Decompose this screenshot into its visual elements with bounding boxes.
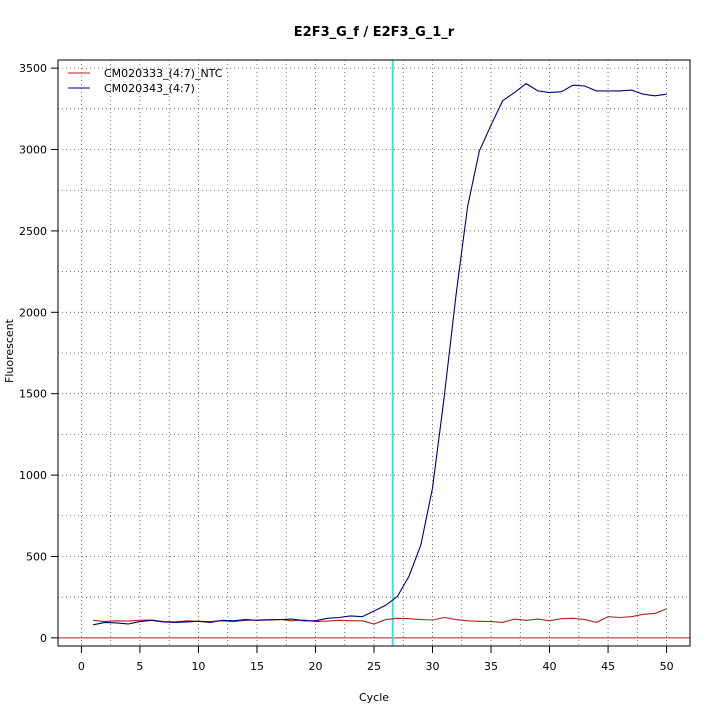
series-line-2 (92, 82, 667, 626)
x-tick-label: 35 (484, 660, 498, 673)
y-tick-label: 1000 (19, 469, 47, 482)
x-tick-label: 45 (601, 660, 615, 673)
y-tick-label: 3500 (19, 62, 47, 75)
y-tick-label: 500 (26, 550, 47, 563)
x-tick-label: 40 (543, 660, 557, 673)
chart-title: E2F3_G_f / E2F3_G_1_r (294, 25, 455, 40)
y-axis-label: Fluorescent (3, 318, 16, 383)
grid (58, 60, 690, 646)
y-tick-label: 1500 (19, 388, 47, 401)
legend-label-2: CM020343_(4:7) (104, 82, 195, 95)
y-tick-label: 0 (40, 632, 47, 645)
y-tick-label: 2500 (19, 225, 47, 238)
x-tick-label: 50 (660, 660, 674, 673)
legend: CM020333_(4:7)_NTC CM020343_(4:7) (68, 67, 223, 95)
x-axis-label: Cycle (359, 691, 389, 704)
x-tick-label: 5 (136, 660, 143, 673)
x-axis: 0 5 10 15 20 25 30 35 40 45 50 (78, 646, 674, 673)
y-tick-label: 2000 (19, 306, 47, 319)
legend-label-1: CM020333_(4:7)_NTC (104, 67, 223, 80)
y-tick-label: 3000 (19, 144, 47, 157)
x-tick-label: 0 (78, 660, 85, 673)
y-axis: 0 500 1000 1500 2000 2500 3000 3500 (19, 62, 58, 645)
series-layer (92, 82, 667, 626)
x-tick-label: 25 (367, 660, 381, 673)
x-tick-label: 20 (308, 660, 322, 673)
x-tick-label: 15 (250, 660, 264, 673)
x-tick-label: 10 (191, 660, 205, 673)
x-tick-label: 30 (426, 660, 440, 673)
series-line-1 (93, 608, 667, 625)
